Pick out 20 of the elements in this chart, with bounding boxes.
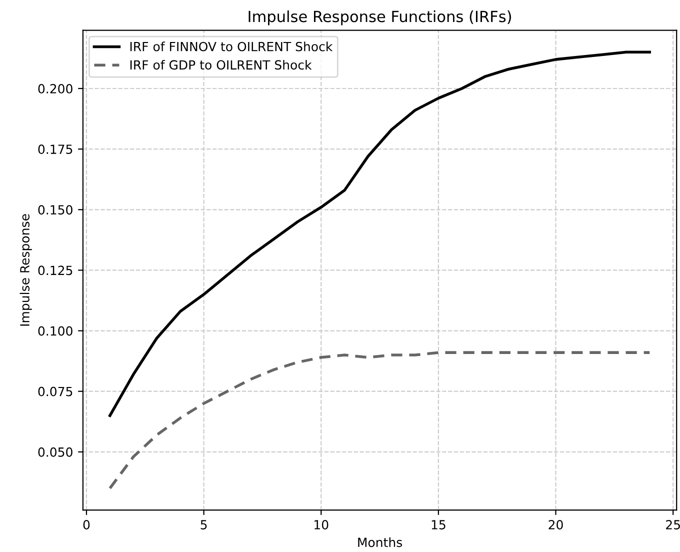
legend-label: IRF of FINNOV to OILRENT Shock bbox=[130, 42, 333, 52]
x-tick-label: 10 bbox=[314, 520, 328, 530]
line-series bbox=[108, 50, 652, 417]
legend-label: IRF of GDP to OILRENT Shock bbox=[130, 60, 312, 70]
x-tick-label: 15 bbox=[432, 520, 446, 530]
y-tick-label: 0.125 bbox=[38, 266, 72, 276]
chart-title: Impulse Response Functions (IRFs) bbox=[248, 10, 511, 26]
x-tick-label: 5 bbox=[200, 520, 207, 530]
x-tick-label: 0 bbox=[83, 520, 90, 530]
x-tick-label: 25 bbox=[666, 520, 680, 530]
y-tick-label: 0.050 bbox=[38, 447, 72, 457]
x-axis-title: Months bbox=[358, 537, 402, 548]
y-tick-label: 0.075 bbox=[38, 386, 72, 396]
line-series bbox=[108, 351, 652, 490]
y-tick-label: 0.100 bbox=[38, 326, 72, 336]
y-tick-label: 0.150 bbox=[38, 205, 72, 215]
y-axis-title: Impulse Response bbox=[20, 214, 32, 326]
x-tick-label: 20 bbox=[548, 520, 563, 530]
y-tick-label: 0.200 bbox=[38, 84, 72, 94]
y-tick-label: 0.175 bbox=[38, 144, 72, 154]
